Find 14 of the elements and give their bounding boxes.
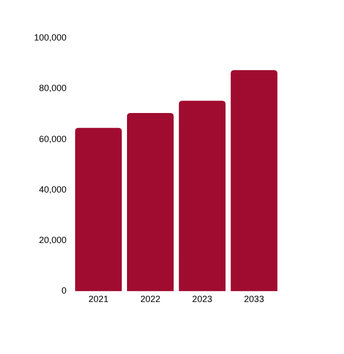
y-tick-label: 100,000 [34,32,67,42]
x-tick-label: 2022 [140,294,160,304]
y-tick-label: 20,000 [39,235,67,246]
x-tick-label: 2021 [88,294,108,304]
bar [178,100,226,292]
x-tick-label: 2033 [244,294,264,304]
bar [126,112,174,292]
y-tick-label: 80,000 [39,83,67,94]
bar [230,70,278,292]
bar [75,128,122,292]
y-tick-label: 60,000 [39,134,67,144]
x-tick-label: 2023 [192,294,212,304]
y-tick-label: 40,000 [39,184,67,194]
y-tick-label: 0 [62,286,67,296]
